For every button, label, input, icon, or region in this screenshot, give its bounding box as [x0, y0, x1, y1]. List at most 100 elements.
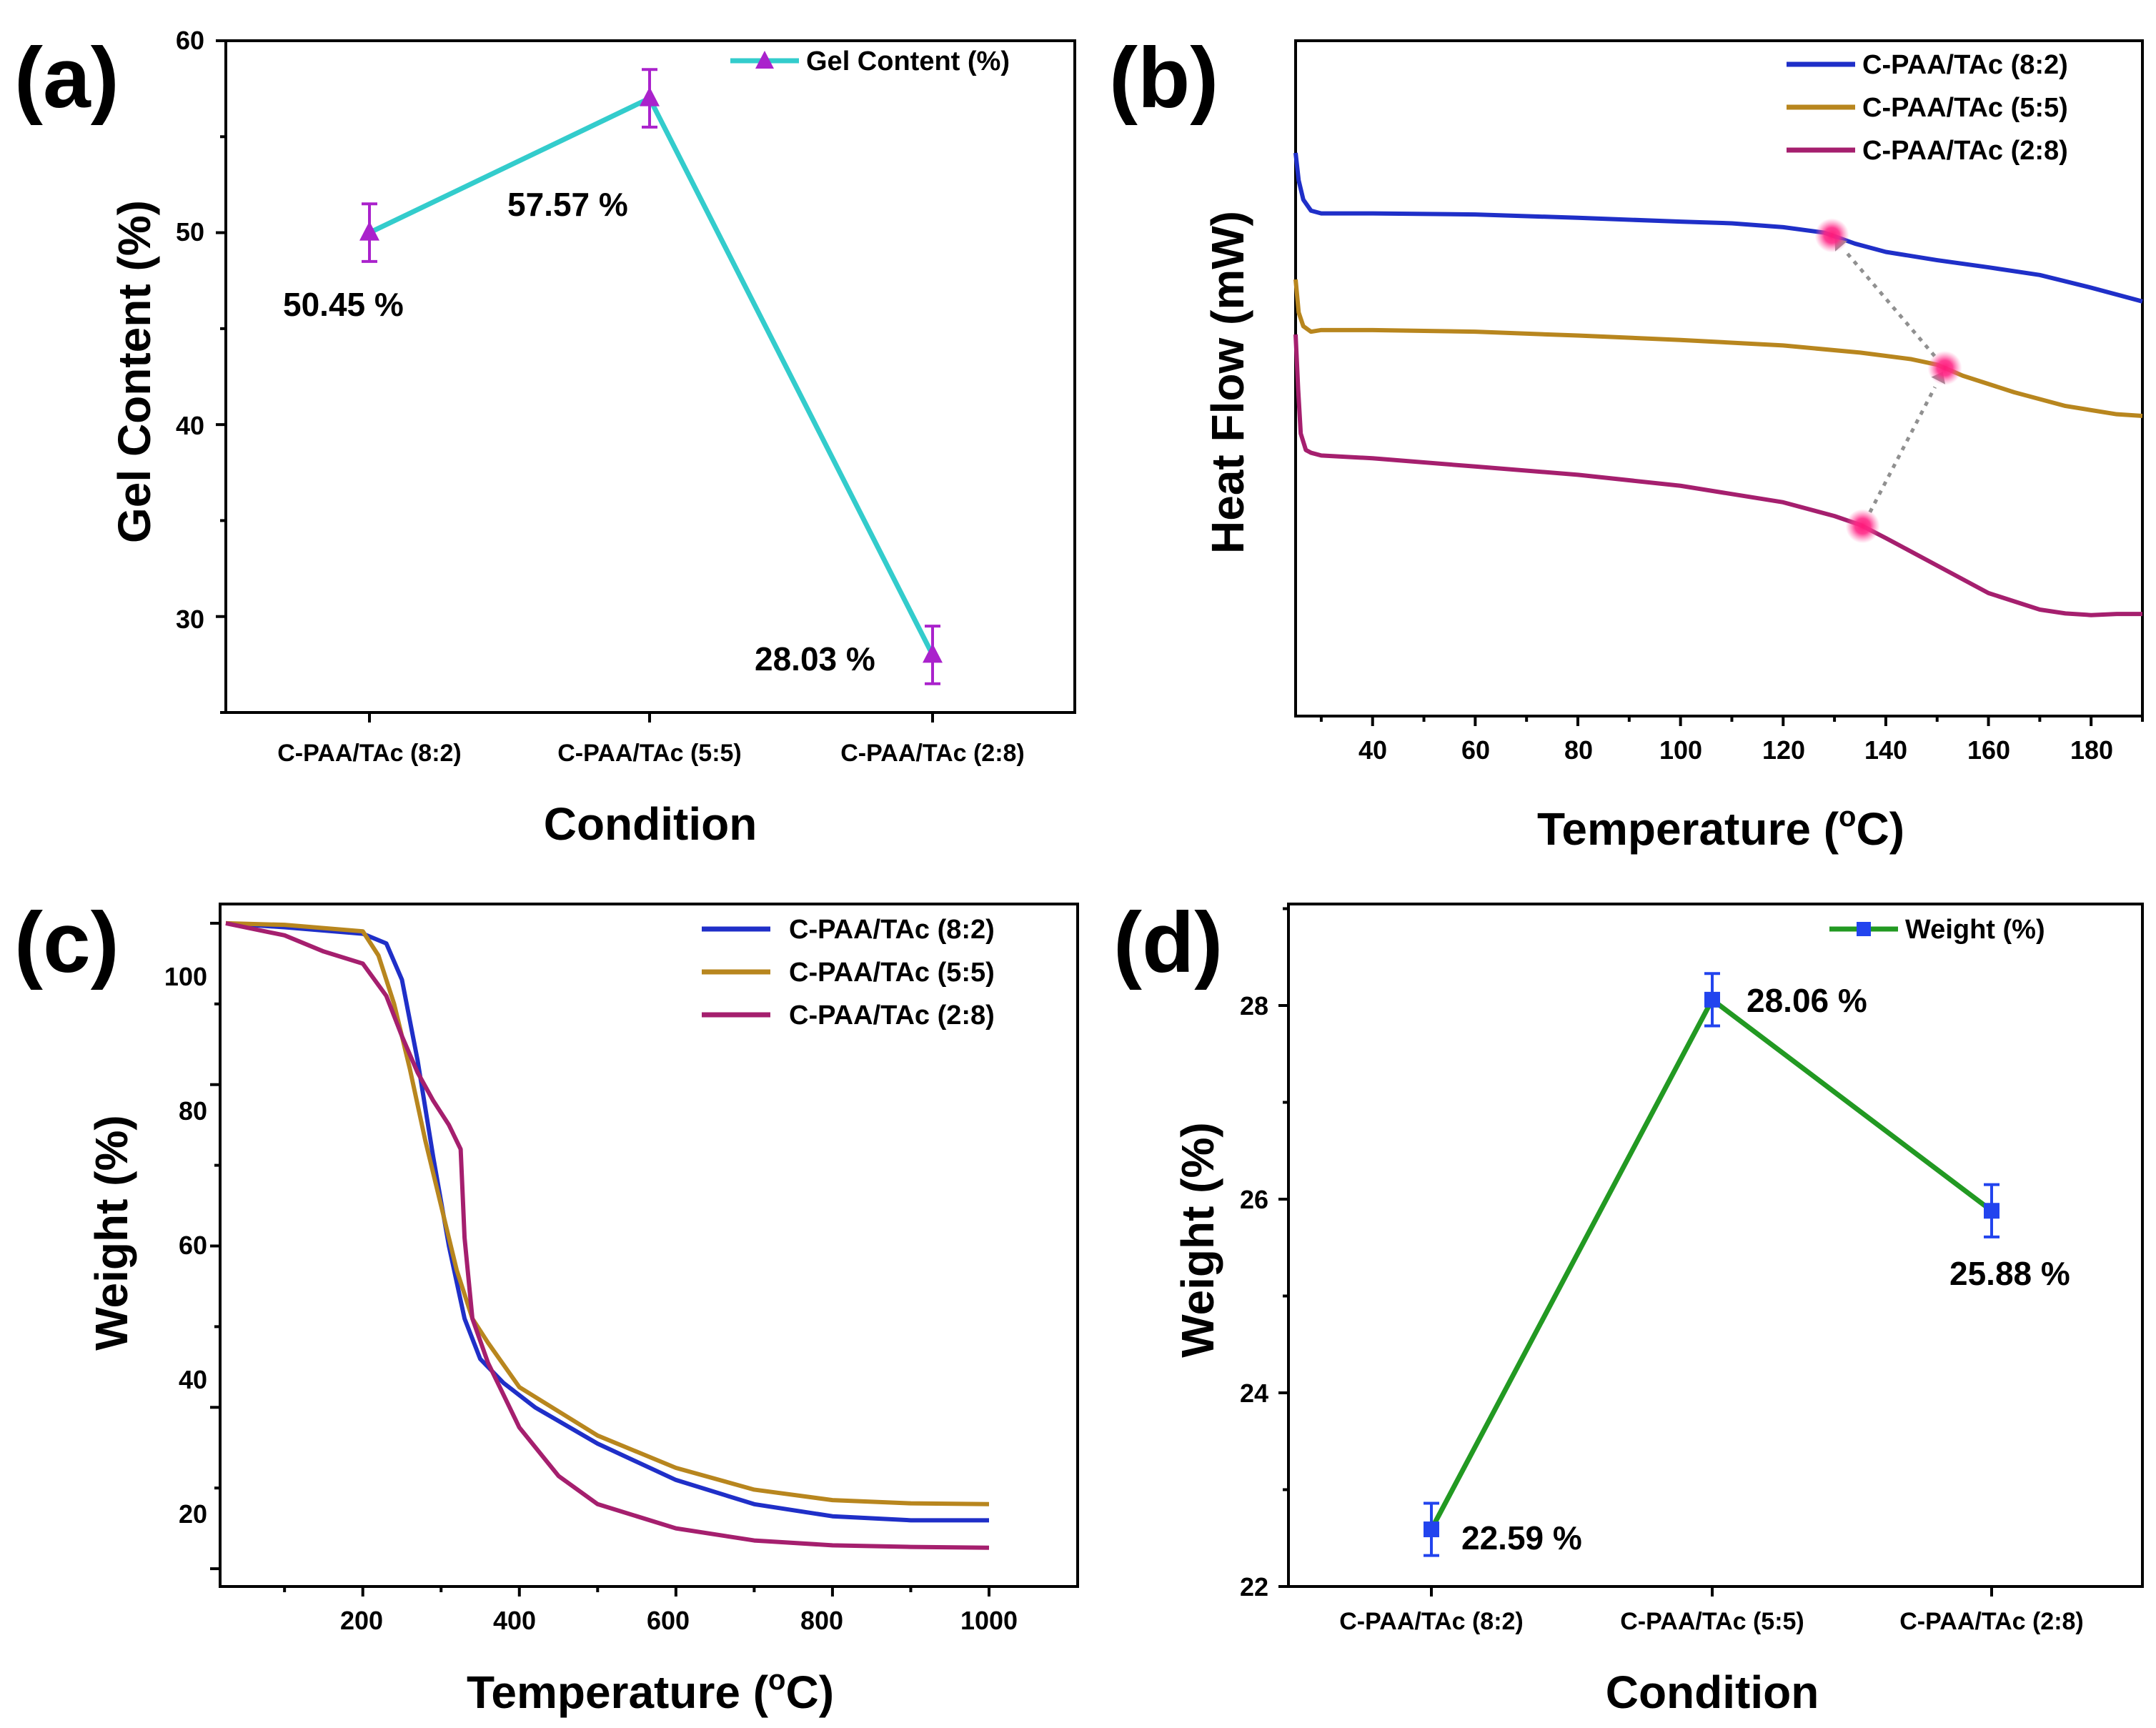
panel-a-letter: (a): [14, 30, 119, 126]
panel-d-legend: Weight (%): [1829, 915, 2045, 945]
panel-c-plot-frame: [219, 903, 1079, 1588]
panel-c-xtick: 400: [493, 1606, 536, 1635]
panel-b-series-8-2: [1293, 152, 2143, 304]
panel-d-data-point: [1984, 1203, 1999, 1219]
panel-d-category-label: C-PAA/TAc (8:2): [1339, 1608, 1524, 1635]
panel-d-ytick: 28: [1240, 991, 1268, 1021]
panel-c-x-axis-label-end: C): [785, 1667, 834, 1718]
panel-b-xtick: 100: [1659, 735, 1702, 765]
panel-c-ytick: 40: [179, 1365, 207, 1394]
panel-c-legend-label: C-PAA/TAc (5:5): [789, 958, 995, 988]
panel-c-x-axis-label-degree: o: [768, 1664, 785, 1696]
panel-c-series-5-5: [225, 920, 990, 1506]
panel-a-y-tick-labels: 30 40 50 60: [176, 26, 204, 634]
panel-b-legend-label: C-PAA/TAc (5:5): [1862, 93, 2068, 123]
panel-d-ytick: 24: [1240, 1379, 1268, 1408]
panel-a-gel-content: (a) 30 40 50 60 C-PAA/TAc (8:2) C-PAA/TA…: [14, 26, 1076, 850]
panel-d-data-point: [1704, 991, 1720, 1008]
panel-b-legend-label: C-PAA/TAc (2:8): [1862, 136, 2068, 166]
panel-d-value-label: 25.88 %: [1949, 1255, 2070, 1292]
panel-c-series-8-2: [225, 920, 989, 1523]
panel-b-axes: [1319, 716, 2144, 726]
panel-a-x-axis-label: Condition: [544, 798, 757, 850]
panel-b-legend-label: C-PAA/TAc (8:2): [1862, 50, 2068, 80]
panel-a-category-labels: C-PAA/TAc (8:2) C-PAA/TAc (5:5) C-PAA/TA…: [277, 740, 1025, 767]
panel-c-xtick: 600: [647, 1606, 690, 1635]
panel-b-series: [1293, 152, 2143, 617]
panel-b-legend: C-PAA/TAc (8:2) C-PAA/TAc (5:5) C-PAA/TA…: [1787, 50, 2068, 166]
panel-b-series-2-8: [1293, 334, 2142, 617]
panel-c-legend-label: C-PAA/TAc (2:8): [789, 1000, 995, 1031]
panel-d-data-point: [1424, 1521, 1439, 1538]
panel-c-series-2-8: [225, 920, 990, 1550]
panel-b-arrow-line: [1844, 250, 1937, 357]
panel-c-y-axis-label: Weight (%): [86, 1115, 137, 1350]
panel-a-value-label: 57.57 %: [507, 186, 628, 223]
panel-a-legend-label: Gel Content (%): [806, 46, 1010, 76]
panel-d-y-axis-label: Weight (%): [1172, 1122, 1223, 1357]
panel-c-y-tick-labels: 20 40 60 80 100: [164, 962, 207, 1529]
panel-c-ytick: 20: [179, 1499, 207, 1529]
panel-d-plot-frame: [1287, 903, 2144, 1588]
panel-a-axes: [216, 39, 934, 723]
panel-c-legend-label: C-PAA/TAc (8:2): [789, 915, 995, 945]
panel-d-value-label: 28.06 %: [1747, 982, 1867, 1019]
panel-a-category-label: C-PAA/TAc (5:5): [557, 740, 742, 767]
panel-b-x-axis-label-start: Temperature (: [1537, 803, 1839, 855]
panel-b-xtick: 80: [1564, 735, 1593, 765]
panel-b-xtick: 140: [1864, 735, 1907, 765]
panel-b-highlight-point: [1814, 218, 1849, 253]
panel-a-category-label: C-PAA/TAc (2:8): [840, 740, 1025, 767]
panel-b-x-tick-labels: 40 60 80 100 120 140 160 180: [1358, 735, 2113, 765]
panel-d-category-label: C-PAA/TAc (2:8): [1899, 1608, 2084, 1635]
panel-b-xtick: 180: [2070, 735, 2113, 765]
panel-a-ytick: 60: [176, 26, 204, 55]
panel-b-letter: (b): [1109, 30, 1218, 126]
panel-d-ytick: 26: [1240, 1185, 1268, 1214]
panel-b-x-axis-label: Temperature (oC): [1537, 801, 1904, 855]
panel-a-ytick: 50: [176, 217, 204, 247]
panel-d-axes: [1278, 907, 1993, 1597]
panel-d-letter: (d): [1113, 895, 1223, 990]
panel-c-xtick: 1000: [960, 1606, 1018, 1635]
panel-b-series-5-5: [1293, 279, 2143, 418]
panel-c-x-axis-label-start: Temperature (: [467, 1667, 769, 1718]
panel-c-ytick: 60: [179, 1231, 207, 1260]
panel-a-annotations: 50.45 % 57.57 % 28.03 %: [283, 186, 875, 677]
panel-b-highlight-point: [1845, 509, 1880, 544]
panel-c-x-axis-label: Temperature (oC): [467, 1664, 834, 1718]
panel-c-series: [225, 920, 990, 1550]
panel-d-value-label: 22.59 %: [1461, 1519, 1582, 1556]
panel-d-legend-marker: [1857, 922, 1871, 936]
panel-c-x-tick-labels: 200 400 600 800 1000: [340, 1606, 1018, 1635]
panel-c-ytick: 100: [164, 962, 207, 991]
panel-d-series: [1424, 972, 1999, 1557]
panel-b-xtick: 160: [1967, 735, 2010, 765]
panel-b-highlights: [1814, 218, 1962, 544]
panel-d-ytick: 22: [1240, 1572, 1268, 1602]
panel-d-x-axis-label: Condition: [1606, 1667, 1819, 1718]
panel-b-xtick: 60: [1461, 735, 1490, 765]
panel-a-legend: Gel Content (%): [730, 46, 1010, 76]
panel-b-x-axis-label-end: C): [1856, 803, 1904, 855]
panel-c-xtick: 200: [340, 1606, 383, 1635]
panel-a-series-line: [368, 96, 935, 657]
panel-d-series-line: [1429, 997, 1994, 1531]
panel-b-dsc: (b) 40 60 80 100 120 140 160 180 Tempera…: [1109, 30, 2144, 855]
panel-a-value-label: 28.03 %: [755, 640, 875, 677]
panel-b-highlight-point: [1927, 350, 1962, 385]
panel-c-tga: (c) 20 40 60 80 100 200 400 600 800 1000…: [14, 895, 1079, 1718]
panel-c-legend: C-PAA/TAc (8:2) C-PAA/TAc (5:5) C-PAA/TA…: [702, 915, 995, 1031]
panel-b-xtick: 40: [1358, 735, 1387, 765]
panel-a-plot-frame: [224, 39, 1076, 714]
panel-c-axes: [210, 921, 990, 1597]
panel-d-y-tick-labels: 22 24 26 28: [1240, 991, 1268, 1602]
panel-a-category-label: C-PAA/TAc (8:2): [277, 740, 462, 767]
panel-b-y-axis-label: Heat Flow (mW): [1202, 211, 1253, 554]
panel-a-data-point: [923, 643, 943, 663]
panel-c-ytick: 80: [179, 1096, 207, 1126]
panel-d-annotations: 22.59 % 28.06 % 25.88 %: [1461, 982, 2070, 1556]
panel-a-ytick: 30: [176, 605, 204, 634]
panel-a-value-label: 50.45 %: [283, 286, 404, 323]
